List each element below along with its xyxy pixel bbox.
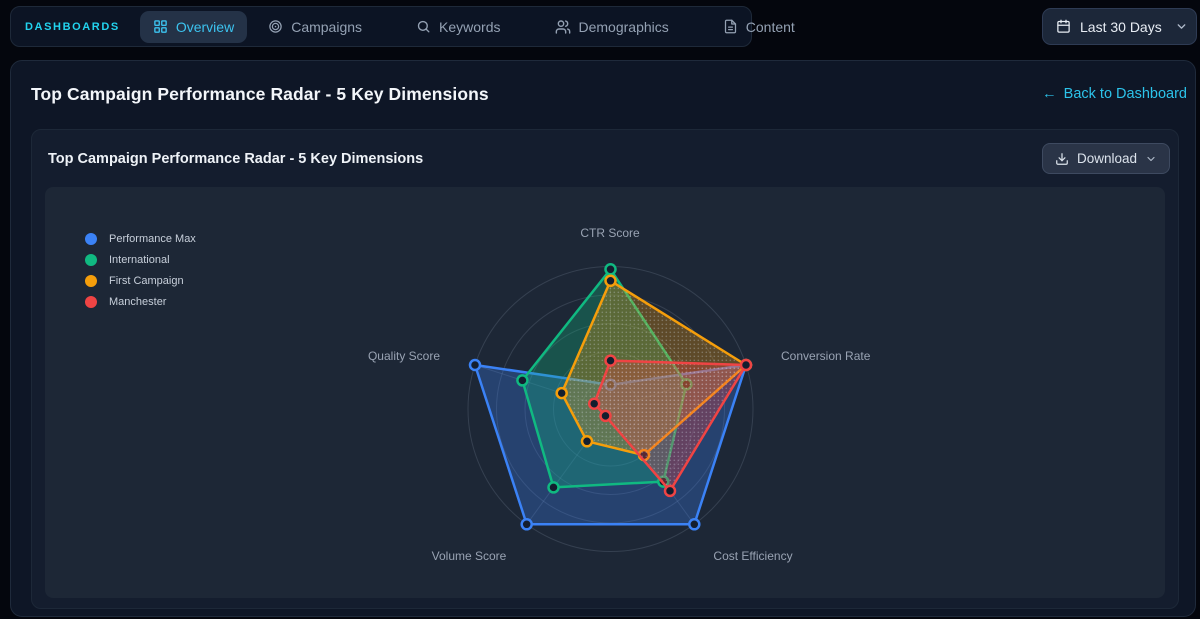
main-panel: Top Campaign Performance Radar - 5 Key D… bbox=[10, 60, 1196, 617]
data-point bbox=[604, 354, 617, 367]
data-point bbox=[604, 274, 617, 288]
data-point bbox=[739, 358, 753, 372]
legend-dot bbox=[85, 274, 97, 287]
grid-icon bbox=[153, 19, 168, 34]
radar-chart: Performance Max International First Campai… bbox=[45, 187, 1165, 598]
chevron-down-icon bbox=[1175, 20, 1188, 33]
download-button[interactable]: Download bbox=[1041, 143, 1170, 174]
legend-item-performance-max[interactable]: Performance Max bbox=[85, 228, 196, 249]
card-title: Top Campaign Performance Radar - 5 Key D… bbox=[48, 150, 424, 167]
legend-label: First Campaign bbox=[109, 274, 184, 287]
legend-dot bbox=[85, 232, 97, 245]
data-point bbox=[516, 374, 529, 387]
download-icon bbox=[1055, 152, 1069, 166]
dashboards-label: DASHBOARDS bbox=[25, 20, 120, 33]
legend-label: Performance Max bbox=[109, 232, 196, 245]
axis-label-conversion-rate: Conversion Rate bbox=[781, 349, 871, 363]
tab-label: Content bbox=[745, 18, 795, 35]
chart-card: Top Campaign Performance Radar - 5 Key D… bbox=[31, 129, 1179, 609]
tab-label: Demographics bbox=[578, 18, 669, 35]
data-point bbox=[520, 518, 533, 531]
axis-label-quality-score: Quality Score bbox=[367, 349, 440, 363]
tab-label: Campaigns bbox=[291, 18, 363, 35]
chevron-down-icon bbox=[1145, 153, 1157, 165]
file-icon bbox=[723, 19, 738, 34]
data-point bbox=[599, 409, 612, 423]
data-point bbox=[468, 358, 482, 372]
calendar-icon bbox=[1056, 19, 1071, 34]
legend-label: International bbox=[109, 253, 170, 266]
legend-dot bbox=[85, 253, 97, 266]
tab-campaigns[interactable]: Campaigns bbox=[255, 11, 375, 43]
legend-item-manchester[interactable]: Manchester bbox=[85, 291, 196, 312]
legend-label: Manchester bbox=[109, 295, 167, 308]
data-point bbox=[663, 484, 677, 498]
data-point bbox=[547, 481, 560, 494]
back-arrow-icon: ← bbox=[1042, 86, 1057, 102]
download-label: Download bbox=[1076, 151, 1137, 166]
tab-demographics[interactable]: Demographics bbox=[542, 11, 682, 43]
data-point bbox=[587, 397, 601, 410]
legend-item-international[interactable]: International bbox=[85, 249, 196, 270]
back-link-label: Back to Dashboard bbox=[1063, 86, 1187, 102]
panel-header: Top Campaign Performance Radar - 5 Key D… bbox=[11, 61, 1195, 127]
tab-label: Overview bbox=[175, 18, 235, 35]
card-header: Top Campaign Performance Radar - 5 Key D… bbox=[32, 130, 1178, 187]
radar-svg bbox=[467, 263, 754, 552]
data-point bbox=[555, 386, 568, 400]
radar-series-manchester bbox=[587, 354, 753, 498]
data-point bbox=[604, 263, 617, 276]
back-to-dashboard-link[interactable]: ← Back to Dashboard bbox=[1042, 86, 1187, 102]
data-point bbox=[688, 518, 701, 531]
data-point bbox=[580, 435, 594, 448]
date-range-label: Last 30 Days bbox=[1080, 18, 1162, 35]
axis-label-ctr-score: CTR Score bbox=[580, 226, 640, 240]
date-range-button[interactable]: Last 30 Days bbox=[1042, 8, 1197, 45]
page-title: Top Campaign Performance Radar - 5 Key D… bbox=[31, 83, 489, 104]
disc-icon bbox=[268, 19, 283, 34]
chart-legend: Performance Max International First Campai… bbox=[85, 228, 196, 312]
tab-keywords[interactable]: Keywords bbox=[403, 11, 513, 43]
legend-dot bbox=[85, 295, 97, 308]
axis-label-volume-score: Volume Score bbox=[431, 549, 507, 563]
users-icon bbox=[555, 19, 571, 35]
axis-label-cost-efficiency: Cost Efficiency bbox=[713, 549, 793, 563]
tab-overview[interactable]: Overview bbox=[139, 10, 248, 43]
legend-item-first-campaign[interactable]: First Campaign bbox=[85, 270, 196, 291]
tab-label: Keywords bbox=[439, 18, 501, 35]
top-navigation: DASHBOARDS Overview Campaigns Keywords bbox=[10, 6, 795, 47]
search-icon bbox=[416, 19, 431, 34]
tab-content[interactable]: Content bbox=[710, 11, 808, 43]
